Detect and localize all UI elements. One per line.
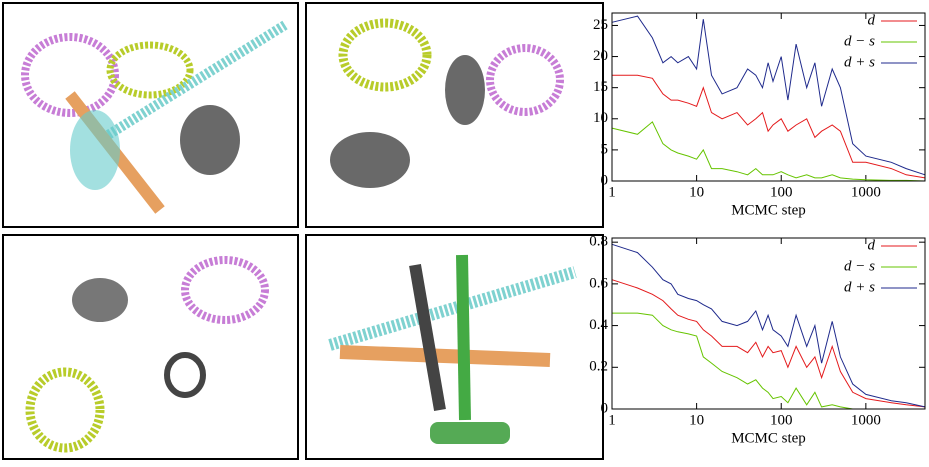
y-tick-label: 0.2 xyxy=(589,359,608,375)
cloud xyxy=(181,256,269,324)
x-axis-label: MCMC step xyxy=(731,202,806,218)
x-tick-label: 10 xyxy=(689,184,704,200)
chart: 0 5 10 15 20 25 1 10 100 1000 MCMC step d d − s d + s xyxy=(593,12,926,218)
cloud xyxy=(430,422,510,444)
cloud xyxy=(409,263,446,412)
cloud xyxy=(21,33,119,117)
y-tick-label: 0.8 xyxy=(589,234,608,250)
y-tick-label: 0 xyxy=(601,400,609,416)
y-tick-label: 0.4 xyxy=(589,317,608,333)
series-line xyxy=(612,74,926,179)
x-axis-label: MCMC step xyxy=(731,430,806,446)
series-line xyxy=(611,279,926,408)
point-cloud-panels xyxy=(2,2,604,460)
series-line xyxy=(611,15,926,176)
cloud xyxy=(72,278,128,322)
x-tick-label: 1 xyxy=(608,412,616,428)
legend-label: d − s xyxy=(844,258,875,274)
cloud xyxy=(339,345,551,367)
legend-label: d + s xyxy=(844,279,875,295)
y-tick-label: 15 xyxy=(593,79,608,95)
cloud xyxy=(180,105,240,175)
cloud xyxy=(330,132,410,188)
cloud xyxy=(25,367,105,453)
x-tick-label: 100 xyxy=(770,412,793,428)
cloud xyxy=(97,20,288,145)
legend-label: d xyxy=(868,12,876,28)
panel xyxy=(2,234,299,460)
cloud xyxy=(456,254,471,421)
y-tick-label: 10 xyxy=(593,110,608,126)
y-tick-label: 5 xyxy=(601,141,609,157)
x-tick-label: 10 xyxy=(689,412,704,428)
legend-label: d − s xyxy=(844,33,875,49)
cloud xyxy=(164,352,206,398)
plot-frame xyxy=(611,12,926,182)
plot-frame xyxy=(611,237,926,410)
legend-label: d + s xyxy=(844,54,875,70)
chart: 0 0.2 0.4 0.6 0.8 1 10 100 1000 MCMC step d d − s d … xyxy=(589,234,926,446)
cloud xyxy=(338,18,432,92)
cloud xyxy=(106,41,194,99)
cloud xyxy=(486,44,564,116)
x-tick-label: 1000 xyxy=(851,184,881,200)
legend-label: d xyxy=(868,237,876,253)
y-tick-label: 20 xyxy=(593,48,608,64)
x-tick-label: 100 xyxy=(770,184,793,200)
cloud xyxy=(328,266,577,351)
x-tick-label: 1000 xyxy=(851,412,881,428)
y-tick-label: 25 xyxy=(593,17,608,33)
cloud xyxy=(445,55,485,125)
cloud xyxy=(70,110,120,190)
series-line xyxy=(611,243,926,408)
series-line xyxy=(612,312,925,410)
series-line xyxy=(611,121,926,182)
y-tick-label: 0 xyxy=(601,172,609,188)
y-tick-label: 0.6 xyxy=(589,275,608,291)
x-tick-label: 1 xyxy=(608,184,616,200)
